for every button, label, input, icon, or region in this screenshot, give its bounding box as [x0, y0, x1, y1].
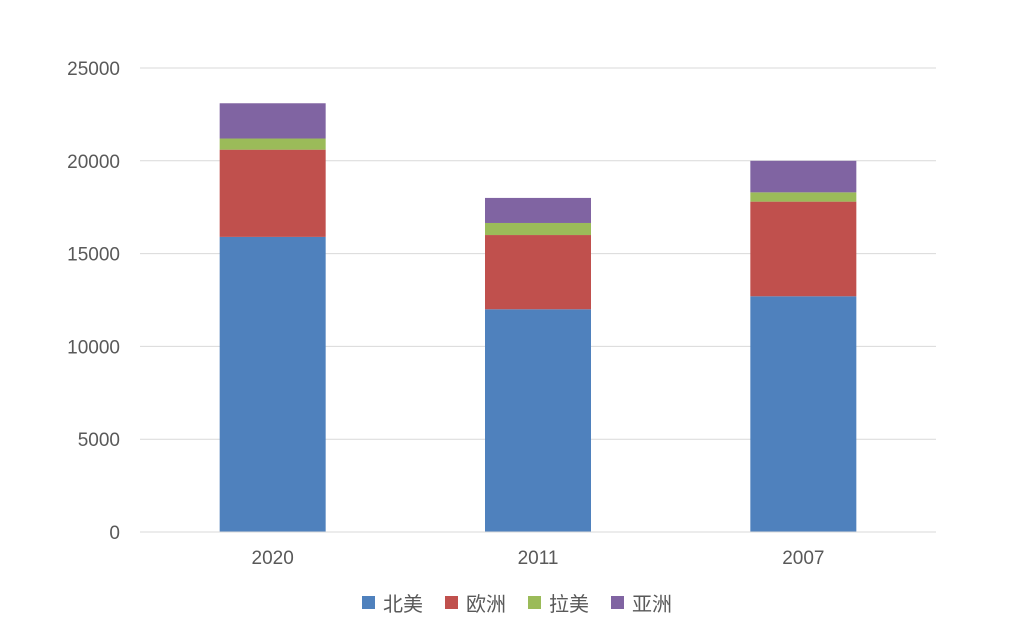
bar-segment-3	[485, 222, 591, 236]
axes: 0 5000 10000 15000 20000 25000 2020 2011 2007	[67, 59, 936, 569]
legend-label: 亚洲	[632, 591, 672, 616]
legend-swatch	[611, 595, 624, 609]
x-tick-label: 2007	[782, 548, 824, 569]
legend: 北美 欧洲 拉美 亚洲	[0, 586, 1034, 618]
legend-label: 北美	[383, 591, 423, 616]
bar-segment-1	[219, 236, 326, 532]
legend-item: 亚洲	[611, 588, 672, 617]
bars	[219, 103, 857, 532]
legend-label: 欧洲	[466, 591, 506, 616]
y-tick-label: 25000	[67, 59, 120, 80]
legend-swatch	[445, 595, 458, 609]
legend-swatch	[362, 595, 375, 609]
bar-segment-3	[750, 192, 857, 202]
y-tick-label: 5000	[78, 430, 120, 451]
x-tick-label: 2011	[518, 548, 559, 569]
legend-item: 欧洲	[445, 588, 506, 617]
legend-swatch	[528, 595, 541, 609]
x-tick-label: 2020	[252, 548, 294, 569]
y-tick-label: 0	[109, 523, 120, 544]
legend-item: 北美	[362, 588, 423, 617]
bar-segment-3	[219, 138, 326, 150]
bar-segment-1	[750, 296, 857, 532]
bar-segment-2	[485, 235, 591, 310]
bar-segment-4	[750, 160, 857, 193]
y-tick-label: 10000	[67, 337, 120, 358]
y-tick-label: 20000	[67, 152, 120, 173]
y-tick-label: 15000	[67, 245, 120, 266]
bar-segment-2	[750, 201, 857, 297]
bar-segment-4	[485, 197, 591, 223]
bar-segment-2	[219, 149, 326, 237]
bar-segment-1	[485, 309, 591, 532]
legend-item: 拉美	[528, 588, 589, 617]
legend-label: 拉美	[549, 591, 589, 616]
bar-segment-4	[219, 103, 326, 139]
